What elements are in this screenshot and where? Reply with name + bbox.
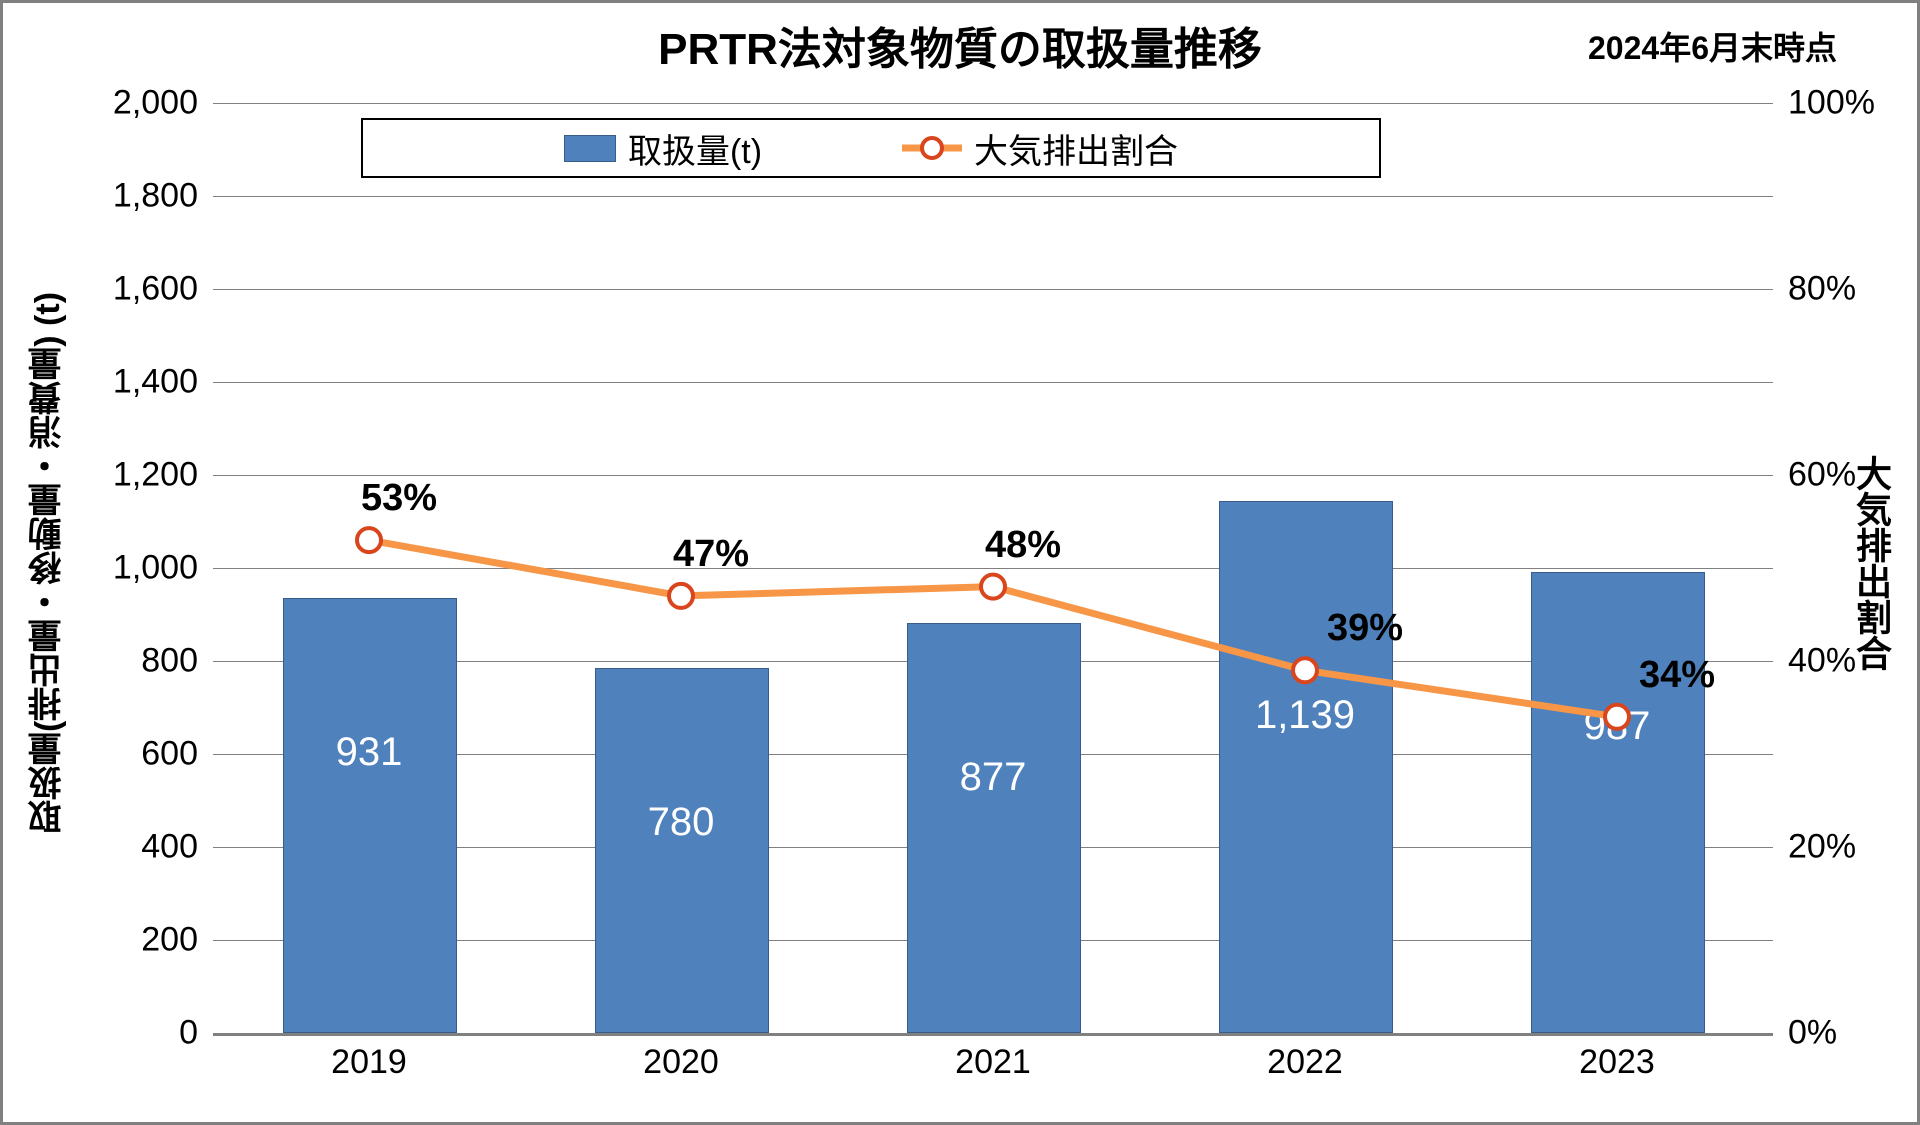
plot-area: 02004006008001,0001,2001,4001,6001,8002,… bbox=[213, 103, 1773, 1033]
line-marker bbox=[981, 575, 1005, 599]
legend-label: 大気排出割合 bbox=[974, 124, 1178, 173]
grid-line bbox=[213, 103, 1773, 104]
line-value-label: 47% bbox=[673, 533, 749, 576]
y1-tick: 400 bbox=[141, 828, 213, 867]
x-tick: 2023 bbox=[1579, 1033, 1655, 1082]
legend-swatch-line bbox=[902, 136, 962, 160]
bar-value-label: 931 bbox=[336, 730, 403, 775]
legend-label: 取扱量(t) bbox=[628, 124, 762, 173]
y1-tick: 2,000 bbox=[113, 84, 213, 123]
legend-swatch-bar bbox=[564, 135, 616, 162]
y2-tick: 0% bbox=[1773, 1014, 1837, 1053]
y1-tick: 1,000 bbox=[113, 549, 213, 588]
grid-line bbox=[213, 196, 1773, 197]
line-value-label: 39% bbox=[1327, 607, 1403, 650]
line-marker bbox=[669, 584, 693, 608]
bar bbox=[595, 668, 769, 1033]
bar-value-label: 987 bbox=[1584, 704, 1651, 749]
bar-value-label: 1,139 bbox=[1255, 693, 1355, 738]
y1-tick: 600 bbox=[141, 735, 213, 774]
y2-tick: 80% bbox=[1773, 270, 1856, 309]
bar bbox=[283, 598, 457, 1033]
x-tick: 2021 bbox=[955, 1033, 1031, 1082]
line-value-label: 34% bbox=[1639, 654, 1715, 697]
y1-tick: 200 bbox=[141, 921, 213, 960]
y2-tick: 40% bbox=[1773, 642, 1856, 681]
chart-subtitle: 2024年6月末時点 bbox=[1588, 23, 1837, 69]
legend: 取扱量(t) 大気排出割合 bbox=[361, 118, 1381, 178]
bar bbox=[1531, 572, 1705, 1033]
x-tick: 2022 bbox=[1267, 1033, 1343, 1082]
y1-tick: 1,400 bbox=[113, 363, 213, 402]
y2-tick: 100% bbox=[1773, 84, 1875, 123]
y1-tick: 1,600 bbox=[113, 270, 213, 309]
grid-line bbox=[213, 568, 1773, 569]
y1-tick: 1,800 bbox=[113, 177, 213, 216]
bar bbox=[1219, 501, 1393, 1033]
y2-tick: 20% bbox=[1773, 828, 1856, 867]
x-tick: 2020 bbox=[643, 1033, 719, 1082]
line-marker bbox=[357, 528, 381, 552]
bar bbox=[907, 623, 1081, 1033]
y1-tick: 0 bbox=[179, 1014, 213, 1053]
grid-line bbox=[213, 382, 1773, 383]
line-value-label: 48% bbox=[985, 524, 1061, 567]
legend-item: 大気排出割合 bbox=[902, 124, 1178, 173]
grid-line bbox=[213, 289, 1773, 290]
bar-value-label: 877 bbox=[960, 755, 1027, 800]
y1-axis-label: 取扱量(排出量・移動量・消費量) (t) bbox=[23, 291, 72, 833]
x-tick: 2019 bbox=[331, 1033, 407, 1082]
bar-value-label: 780 bbox=[648, 800, 715, 845]
y1-tick: 1,200 bbox=[113, 456, 213, 495]
y2-tick: 60% bbox=[1773, 456, 1856, 495]
y1-tick: 800 bbox=[141, 642, 213, 681]
legend-item: 取扱量(t) bbox=[564, 124, 762, 173]
chart-frame: PRTR法対象物質の取扱量推移 2024年6月末時点 取扱量(排出量・移動量・消… bbox=[0, 0, 1920, 1125]
grid-line bbox=[213, 475, 1773, 476]
line-value-label: 53% bbox=[361, 477, 437, 520]
